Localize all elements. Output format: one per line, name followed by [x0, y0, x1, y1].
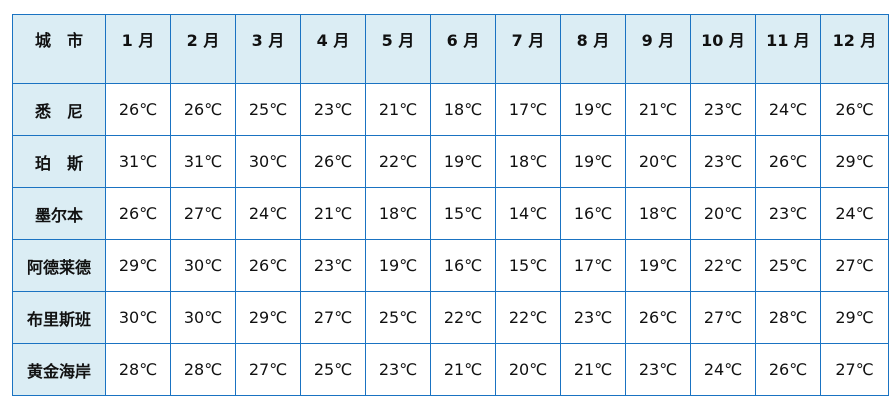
- temperature-cell: 26℃: [235, 239, 301, 292]
- temperature-cell: 22℃: [690, 239, 756, 292]
- temperature-cell: 31℃: [170, 135, 236, 188]
- temperature-cell: 26℃: [625, 291, 691, 344]
- header-month: 1 月: [105, 14, 171, 84]
- temperature-cell: 26℃: [820, 83, 889, 136]
- temperature-cell: 20℃: [625, 135, 691, 188]
- temperature-cell: 19℃: [560, 135, 626, 188]
- temperature-cell: 25℃: [755, 239, 821, 292]
- temperature-cell: 21℃: [560, 343, 626, 396]
- temperature-cell: 26℃: [300, 135, 366, 188]
- header-month: 5 月: [365, 14, 431, 84]
- temperature-cell: 20℃: [690, 187, 756, 240]
- city-cell: 墨尔本: [12, 187, 106, 240]
- header-month: 9 月: [625, 14, 691, 84]
- temperature-cell: 30℃: [170, 291, 236, 344]
- temperature-cell: 23℃: [625, 343, 691, 396]
- header-month: 10 月: [690, 14, 756, 84]
- temperature-cell: 23℃: [690, 135, 756, 188]
- temperature-cell: 31℃: [105, 135, 171, 188]
- temperature-cell: 29℃: [820, 135, 889, 188]
- temperature-cell: 18℃: [430, 83, 496, 136]
- temperature-cell: 26℃: [105, 83, 171, 136]
- temperature-cell: 18℃: [495, 135, 561, 188]
- temperature-cell: 28℃: [105, 343, 171, 396]
- city-cell: 悉 尼: [12, 83, 106, 136]
- temperature-cell: 26℃: [755, 343, 821, 396]
- temperature-cell: 29℃: [105, 239, 171, 292]
- header-month: 8 月: [560, 14, 626, 84]
- city-cell: 珀 斯: [12, 135, 106, 188]
- temperature-cell: 30℃: [105, 291, 171, 344]
- header-month: 6 月: [430, 14, 496, 84]
- temperature-cell: 23℃: [755, 187, 821, 240]
- city-cell: 阿德莱德: [12, 239, 106, 292]
- temperature-cell: 20℃: [495, 343, 561, 396]
- table-row: 珀 斯 31℃ 31℃ 30℃ 26℃ 22℃ 19℃ 18℃ 19℃ 20℃ 23℃ 26℃ 29℃: [12, 135, 889, 188]
- temperature-cell: 21℃: [365, 83, 431, 136]
- temperature-cell: 17℃: [560, 239, 626, 292]
- city-cell: 黄金海岸: [12, 343, 106, 396]
- temperature-cell: 23℃: [690, 83, 756, 136]
- city-cell: 布里斯班: [12, 291, 106, 344]
- header-month: 2 月: [170, 14, 236, 84]
- temperature-cell: 23℃: [300, 239, 366, 292]
- temperature-cell: 27℃: [235, 343, 301, 396]
- temperature-cell: 15℃: [495, 239, 561, 292]
- temperature-cell: 27℃: [300, 291, 366, 344]
- header-month: 3 月: [235, 14, 301, 84]
- temperature-cell: 22℃: [430, 291, 496, 344]
- temperature-cell: 24℃: [235, 187, 301, 240]
- header-city: 城 市: [12, 14, 106, 84]
- temperature-cell: 21℃: [430, 343, 496, 396]
- temperature-cell: 14℃: [495, 187, 561, 240]
- temperature-cell: 24℃: [690, 343, 756, 396]
- temperature-cell: 19℃: [560, 83, 626, 136]
- header-month: 11 月: [755, 14, 821, 84]
- temperature-cell: 27℃: [690, 291, 756, 344]
- temperature-cell: 23℃: [300, 83, 366, 136]
- temperature-cell: 24℃: [820, 187, 889, 240]
- temperature-cell: 25℃: [365, 291, 431, 344]
- temperature-cell: 21℃: [300, 187, 366, 240]
- table-row: 墨尔本 26℃ 27℃ 24℃ 21℃ 18℃ 15℃ 14℃ 16℃ 18℃ 20℃ 23℃ 24℃: [12, 187, 889, 240]
- temperature-cell: 15℃: [430, 187, 496, 240]
- temperature-cell: 29℃: [235, 291, 301, 344]
- temperature-cell: 28℃: [170, 343, 236, 396]
- temperature-cell: 22℃: [495, 291, 561, 344]
- temperature-cell: 19℃: [625, 239, 691, 292]
- temperature-cell: 26℃: [105, 187, 171, 240]
- temperature-cell: 25℃: [235, 83, 301, 136]
- temperature-cell: 21℃: [625, 83, 691, 136]
- temperature-cell: 27℃: [820, 239, 889, 292]
- temperature-cell: 30℃: [235, 135, 301, 188]
- temperature-cell: 19℃: [365, 239, 431, 292]
- temperature-cell: 16℃: [560, 187, 626, 240]
- table-row: 布里斯班 30℃ 30℃ 29℃ 27℃ 25℃ 22℃ 22℃ 23℃ 26℃ 27℃ 28℃ 29℃: [12, 291, 889, 344]
- temperature-cell: 29℃: [820, 291, 889, 344]
- table-row: 悉 尼 26℃ 26℃ 25℃ 23℃ 21℃ 18℃ 17℃ 19℃ 21℃ 23℃ 24℃ 26℃: [12, 83, 889, 136]
- temperature-cell: 27℃: [820, 343, 889, 396]
- temperature-cell: 28℃: [755, 291, 821, 344]
- temperature-cell: 26℃: [755, 135, 821, 188]
- temperature-cell: 27℃: [170, 187, 236, 240]
- table-row: 黄金海岸 28℃ 28℃ 27℃ 25℃ 23℃ 21℃ 20℃ 21℃ 23℃ 24℃ 26℃ 27℃: [12, 343, 889, 396]
- temperature-cell: 16℃: [430, 239, 496, 292]
- header-month: 7 月: [495, 14, 561, 84]
- header-month: 12 月: [820, 14, 889, 84]
- temperature-cell: 18℃: [365, 187, 431, 240]
- temperature-cell: 30℃: [170, 239, 236, 292]
- temperature-cell: 17℃: [495, 83, 561, 136]
- temperature-cell: 18℃: [625, 187, 691, 240]
- temperature-cell: 24℃: [755, 83, 821, 136]
- temperature-cell: 22℃: [365, 135, 431, 188]
- temperature-cell: 23℃: [560, 291, 626, 344]
- temperature-cell: 25℃: [300, 343, 366, 396]
- temperature-cell: 19℃: [430, 135, 496, 188]
- temperature-cell: 26℃: [170, 83, 236, 136]
- temperature-cell: 23℃: [365, 343, 431, 396]
- table-row: 阿德莱德 29℃ 30℃ 26℃ 23℃ 19℃ 16℃ 15℃ 17℃ 19℃ 22℃ 25℃ 27℃: [12, 239, 889, 292]
- header-month: 4 月: [300, 14, 366, 84]
